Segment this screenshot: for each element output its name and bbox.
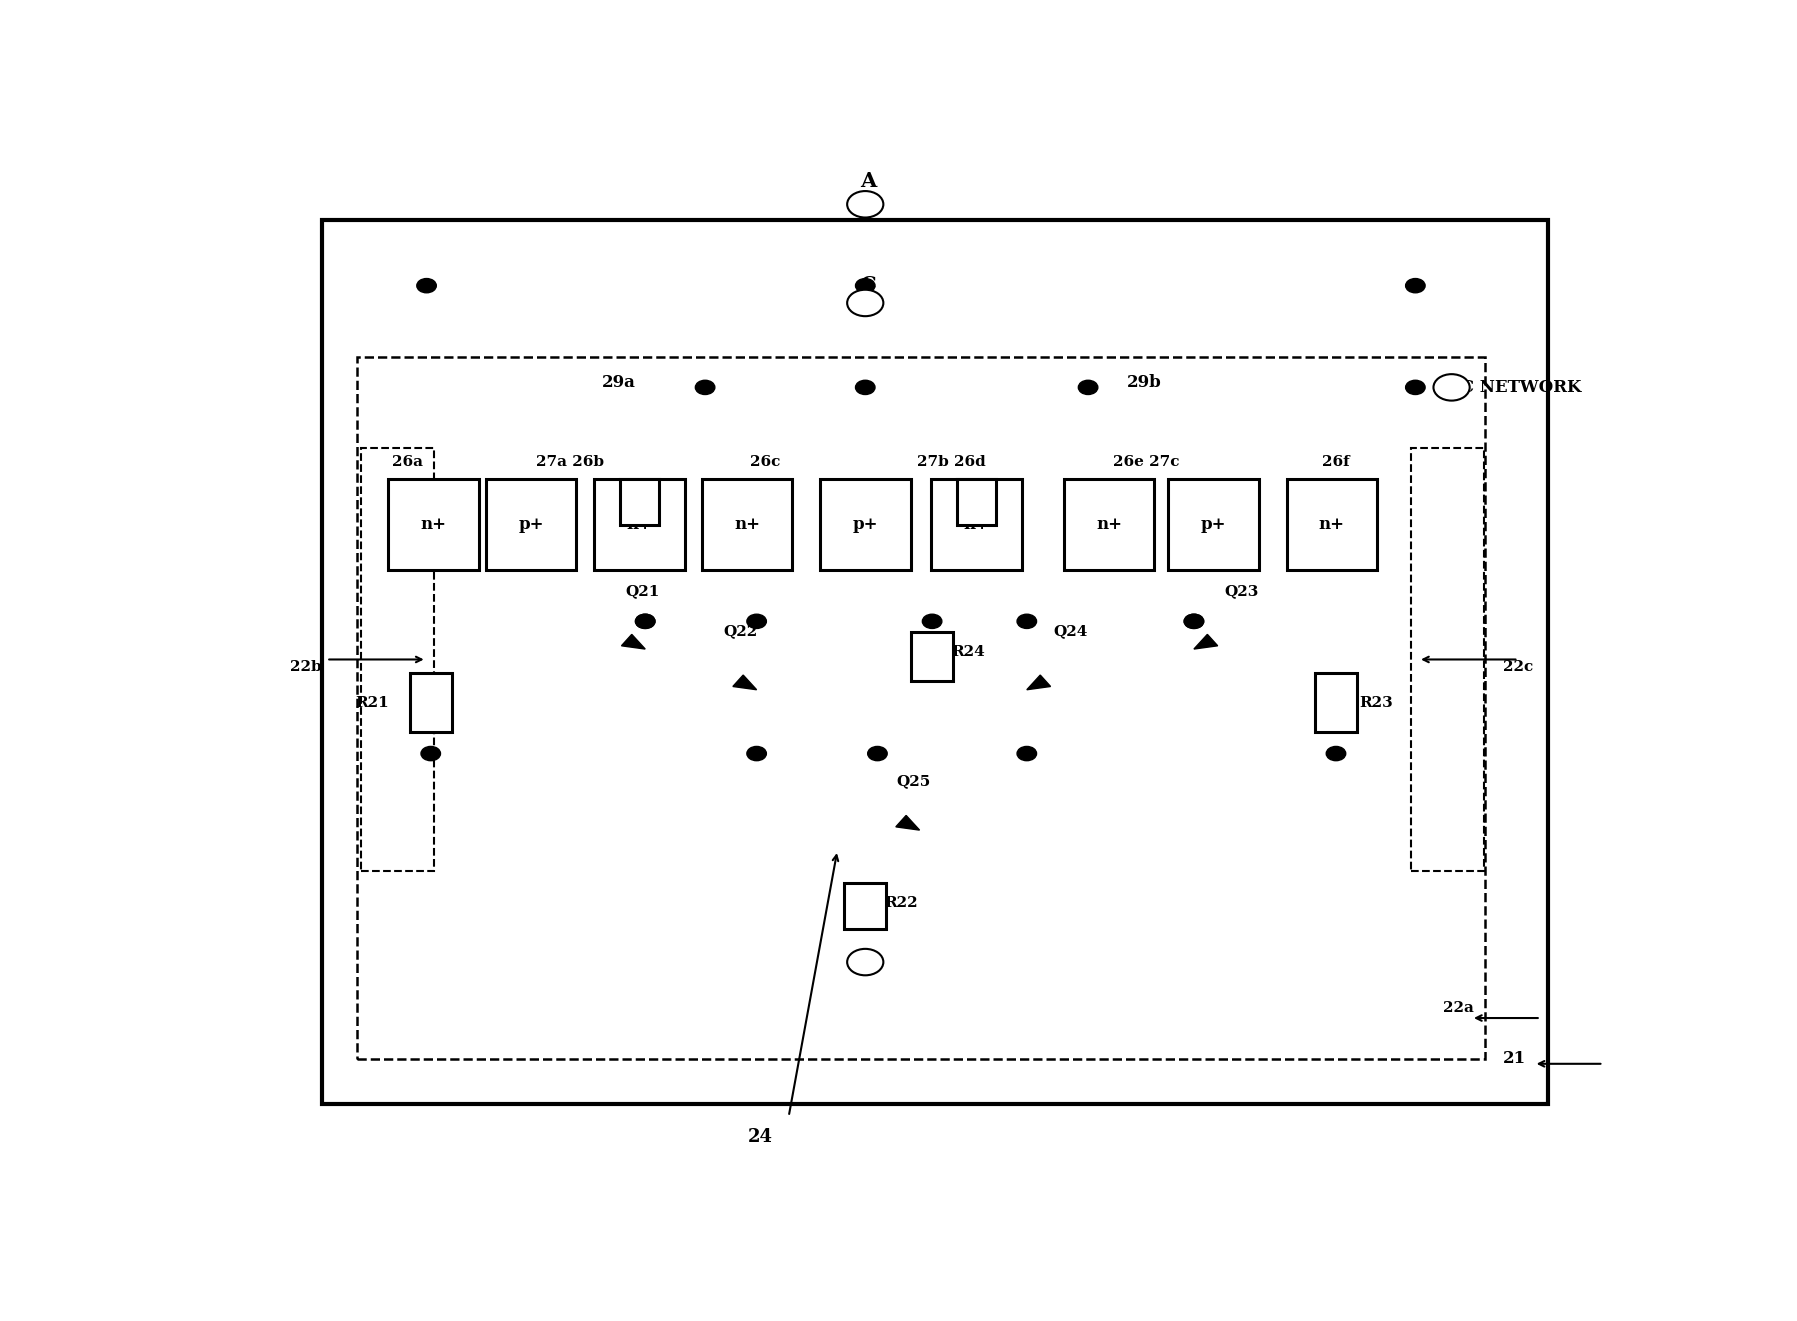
Text: p+: p+ — [518, 517, 544, 534]
Text: R21: R21 — [356, 696, 388, 709]
Circle shape — [1405, 380, 1425, 395]
Text: C: C — [861, 276, 875, 293]
Bar — [388, 480, 478, 571]
Circle shape — [922, 614, 942, 629]
Circle shape — [1078, 380, 1098, 395]
Circle shape — [855, 279, 875, 293]
Circle shape — [1434, 374, 1470, 400]
Text: A: A — [861, 170, 877, 192]
Polygon shape — [733, 675, 757, 690]
Circle shape — [695, 380, 715, 395]
Text: 24: 24 — [748, 1128, 773, 1147]
Text: 27a 26b: 27a 26b — [536, 454, 604, 469]
Text: R23: R23 — [1360, 696, 1393, 709]
Text: 26c: 26c — [749, 454, 780, 469]
Circle shape — [748, 746, 766, 761]
Text: Q22: Q22 — [722, 625, 758, 638]
Circle shape — [1405, 279, 1425, 293]
Text: 29a: 29a — [602, 374, 636, 391]
Text: n+: n+ — [963, 517, 990, 534]
Text: 29b: 29b — [1127, 374, 1163, 391]
Circle shape — [420, 746, 440, 761]
Circle shape — [868, 746, 888, 761]
Text: Q23: Q23 — [1224, 584, 1260, 598]
Text: R24: R24 — [952, 645, 985, 659]
Polygon shape — [1193, 634, 1218, 649]
Circle shape — [417, 279, 437, 293]
Text: n+: n+ — [420, 517, 446, 534]
Bar — [620, 480, 659, 524]
Bar — [701, 480, 792, 571]
Text: Q25: Q25 — [897, 774, 931, 789]
Text: n+: n+ — [627, 517, 652, 534]
Circle shape — [1017, 614, 1037, 629]
Text: n+: n+ — [733, 517, 760, 534]
Circle shape — [636, 614, 654, 629]
Text: Q24: Q24 — [1053, 625, 1087, 638]
Text: R22: R22 — [884, 896, 918, 910]
Bar — [322, 219, 1547, 1104]
Bar — [1064, 480, 1154, 571]
Bar — [845, 884, 886, 929]
Bar — [911, 631, 952, 680]
Circle shape — [748, 614, 766, 629]
Text: 26f: 26f — [1323, 454, 1350, 469]
Circle shape — [1326, 746, 1346, 761]
Circle shape — [855, 380, 875, 395]
Bar — [1411, 448, 1484, 871]
Text: n+: n+ — [1319, 517, 1344, 534]
Circle shape — [846, 948, 884, 975]
Circle shape — [636, 614, 654, 629]
Text: 27b 26d: 27b 26d — [916, 454, 987, 469]
Bar — [485, 480, 577, 571]
Bar — [410, 674, 451, 732]
Text: p+: p+ — [852, 517, 879, 534]
Bar — [358, 357, 1484, 1058]
Bar — [958, 480, 996, 524]
Text: 22c: 22c — [1502, 660, 1533, 674]
Text: p+: p+ — [1200, 517, 1226, 534]
Bar — [1287, 480, 1377, 571]
Circle shape — [1017, 746, 1037, 761]
Bar — [361, 448, 433, 871]
Bar — [1168, 480, 1258, 571]
Text: 22b: 22b — [291, 660, 322, 674]
Text: 21: 21 — [1502, 1050, 1526, 1067]
Bar — [819, 480, 911, 571]
Polygon shape — [1026, 675, 1051, 690]
Bar — [931, 480, 1022, 571]
Text: Q21: Q21 — [625, 584, 659, 598]
Text: 22a: 22a — [1443, 1001, 1474, 1015]
Polygon shape — [897, 815, 920, 830]
Text: RC NETWORK: RC NETWORK — [1447, 379, 1581, 396]
Circle shape — [846, 289, 884, 316]
Bar — [1315, 674, 1357, 732]
Circle shape — [1184, 614, 1204, 629]
Text: 26a: 26a — [392, 454, 422, 469]
Circle shape — [1184, 614, 1204, 629]
Text: n+: n+ — [1096, 517, 1121, 534]
Text: 26e 27c: 26e 27c — [1114, 454, 1181, 469]
Circle shape — [846, 192, 884, 218]
Polygon shape — [622, 634, 645, 649]
Bar — [595, 480, 685, 571]
